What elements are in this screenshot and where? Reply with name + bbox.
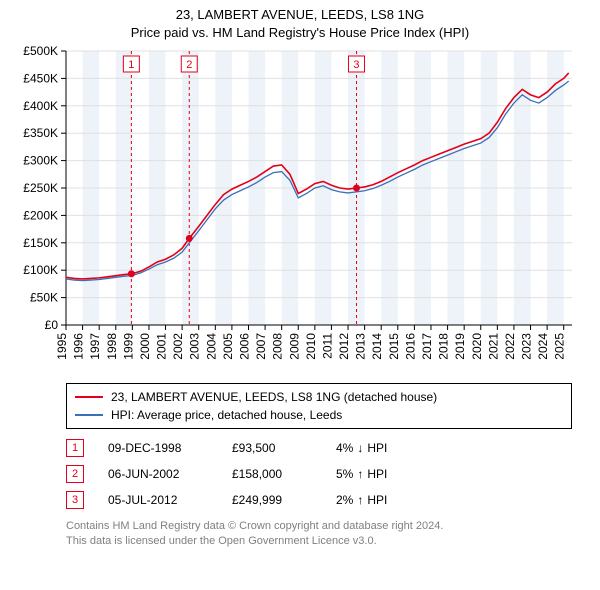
legend-label: HPI: Average price, detached house, Leed…	[111, 406, 342, 424]
svg-text:£500K: £500K	[23, 45, 58, 58]
svg-text:£50K: £50K	[30, 291, 58, 305]
figure-container: 23, LAMBERT AVENUE, LEEDS, LS8 1NG Price…	[0, 0, 600, 590]
svg-text:2025: 2025	[553, 333, 567, 360]
chart-title-line1: 23, LAMBERT AVENUE, LEEDS, LS8 1NG	[14, 6, 586, 24]
marker-suffix: HPI	[367, 493, 387, 507]
svg-text:2012: 2012	[337, 333, 351, 360]
svg-text:1995: 1995	[55, 333, 69, 360]
chart-title-block: 23, LAMBERT AVENUE, LEEDS, LS8 1NG Price…	[14, 6, 586, 41]
marker-suffix: HPI	[367, 441, 387, 455]
svg-text:2001: 2001	[155, 333, 169, 360]
svg-text:2015: 2015	[387, 333, 401, 360]
marker-date: 06-JUN-2002	[108, 467, 208, 481]
svg-text:2014: 2014	[370, 333, 384, 360]
svg-text:2005: 2005	[221, 333, 235, 360]
svg-text:2024: 2024	[536, 333, 550, 360]
attribution-line1: Contains HM Land Registry data © Crown c…	[66, 519, 586, 534]
svg-text:1: 1	[128, 59, 134, 71]
svg-text:2003: 2003	[188, 333, 202, 360]
svg-text:£350K: £350K	[23, 126, 58, 140]
svg-text:2010: 2010	[304, 333, 318, 360]
svg-text:£150K: £150K	[23, 236, 58, 250]
legend-swatch	[75, 414, 103, 416]
attribution-block: Contains HM Land Registry data © Crown c…	[66, 519, 586, 549]
svg-text:2008: 2008	[271, 333, 285, 360]
svg-text:2000: 2000	[138, 333, 152, 360]
marker-price: £249,999	[232, 493, 312, 507]
svg-text:2007: 2007	[254, 333, 268, 360]
svg-text:2018: 2018	[437, 333, 451, 360]
svg-text:£450K: £450K	[23, 71, 58, 85]
marker-suffix: HPI	[367, 467, 387, 481]
arrow-up-icon: ↑	[357, 467, 363, 481]
svg-text:3: 3	[353, 59, 359, 71]
marker-badge: 2	[66, 465, 84, 483]
attribution-line2: This data is licensed under the Open Gov…	[66, 534, 586, 549]
svg-text:£100K: £100K	[23, 263, 58, 277]
svg-text:2020: 2020	[470, 333, 484, 360]
svg-text:2022: 2022	[503, 333, 517, 360]
marker-diff: 2% ↑ HPI	[336, 493, 387, 507]
svg-text:2019: 2019	[453, 333, 467, 360]
legend-label: 23, LAMBERT AVENUE, LEEDS, LS8 1NG (deta…	[111, 388, 437, 406]
svg-text:2023: 2023	[520, 333, 534, 360]
svg-text:2021: 2021	[486, 333, 500, 360]
marker-date: 09-DEC-1998	[108, 441, 208, 455]
svg-text:£300K: £300K	[23, 154, 58, 168]
svg-text:2006: 2006	[237, 333, 251, 360]
svg-text:£200K: £200K	[23, 208, 58, 222]
svg-text:1998: 1998	[105, 333, 119, 360]
marker-pct: 5%	[336, 467, 353, 481]
svg-text:1996: 1996	[72, 333, 86, 360]
marker-row: 3 05-JUL-2012 £249,999 2% ↑ HPI	[66, 491, 586, 509]
svg-text:2011: 2011	[320, 333, 334, 359]
svg-text:2013: 2013	[354, 333, 368, 360]
svg-text:£0: £0	[45, 318, 59, 332]
marker-price: £158,000	[232, 467, 312, 481]
svg-text:2017: 2017	[420, 333, 434, 360]
svg-text:2: 2	[186, 59, 192, 71]
legend-item: HPI: Average price, detached house, Leed…	[75, 406, 563, 424]
legend-box: 23, LAMBERT AVENUE, LEEDS, LS8 1NG (deta…	[66, 383, 572, 429]
marker-pct: 4%	[336, 441, 353, 455]
chart-title-line2: Price paid vs. HM Land Registry's House …	[14, 24, 586, 42]
svg-text:2016: 2016	[403, 333, 417, 360]
chart-area: £0 £50K £100K £150K £200K £250K £300K £350K £400…	[14, 45, 586, 383]
marker-date: 05-JUL-2012	[108, 493, 208, 507]
marker-row: 2 06-JUN-2002 £158,000 5% ↑ HPI	[66, 465, 586, 483]
legend-item: 23, LAMBERT AVENUE, LEEDS, LS8 1NG (deta…	[75, 388, 563, 406]
marker-row: 1 09-DEC-1998 £93,500 4% ↓ HPI	[66, 439, 586, 457]
arrow-down-icon: ↓	[357, 441, 363, 455]
svg-text:£400K: £400K	[23, 99, 58, 113]
svg-text:1999: 1999	[121, 333, 135, 360]
marker-price: £93,500	[232, 441, 312, 455]
svg-text:2002: 2002	[171, 333, 185, 360]
marker-pct: 2%	[336, 493, 353, 507]
svg-text:£250K: £250K	[23, 181, 58, 195]
marker-table: 1 09-DEC-1998 £93,500 4% ↓ HPI 2 06-JUN-2002 £15…	[66, 439, 586, 509]
svg-text:2004: 2004	[204, 333, 218, 360]
marker-diff: 5% ↑ HPI	[336, 467, 387, 481]
line-chart-svg: £0 £50K £100K £150K £200K £250K £300K £350K £400…	[14, 45, 586, 383]
svg-text:2009: 2009	[287, 333, 301, 360]
marker-diff: 4% ↓ HPI	[336, 441, 387, 455]
legend-swatch	[75, 396, 103, 398]
marker-badge: 1	[66, 439, 84, 457]
marker-badge: 3	[66, 491, 84, 509]
arrow-up-icon: ↑	[357, 493, 363, 507]
svg-text:1997: 1997	[88, 333, 102, 360]
